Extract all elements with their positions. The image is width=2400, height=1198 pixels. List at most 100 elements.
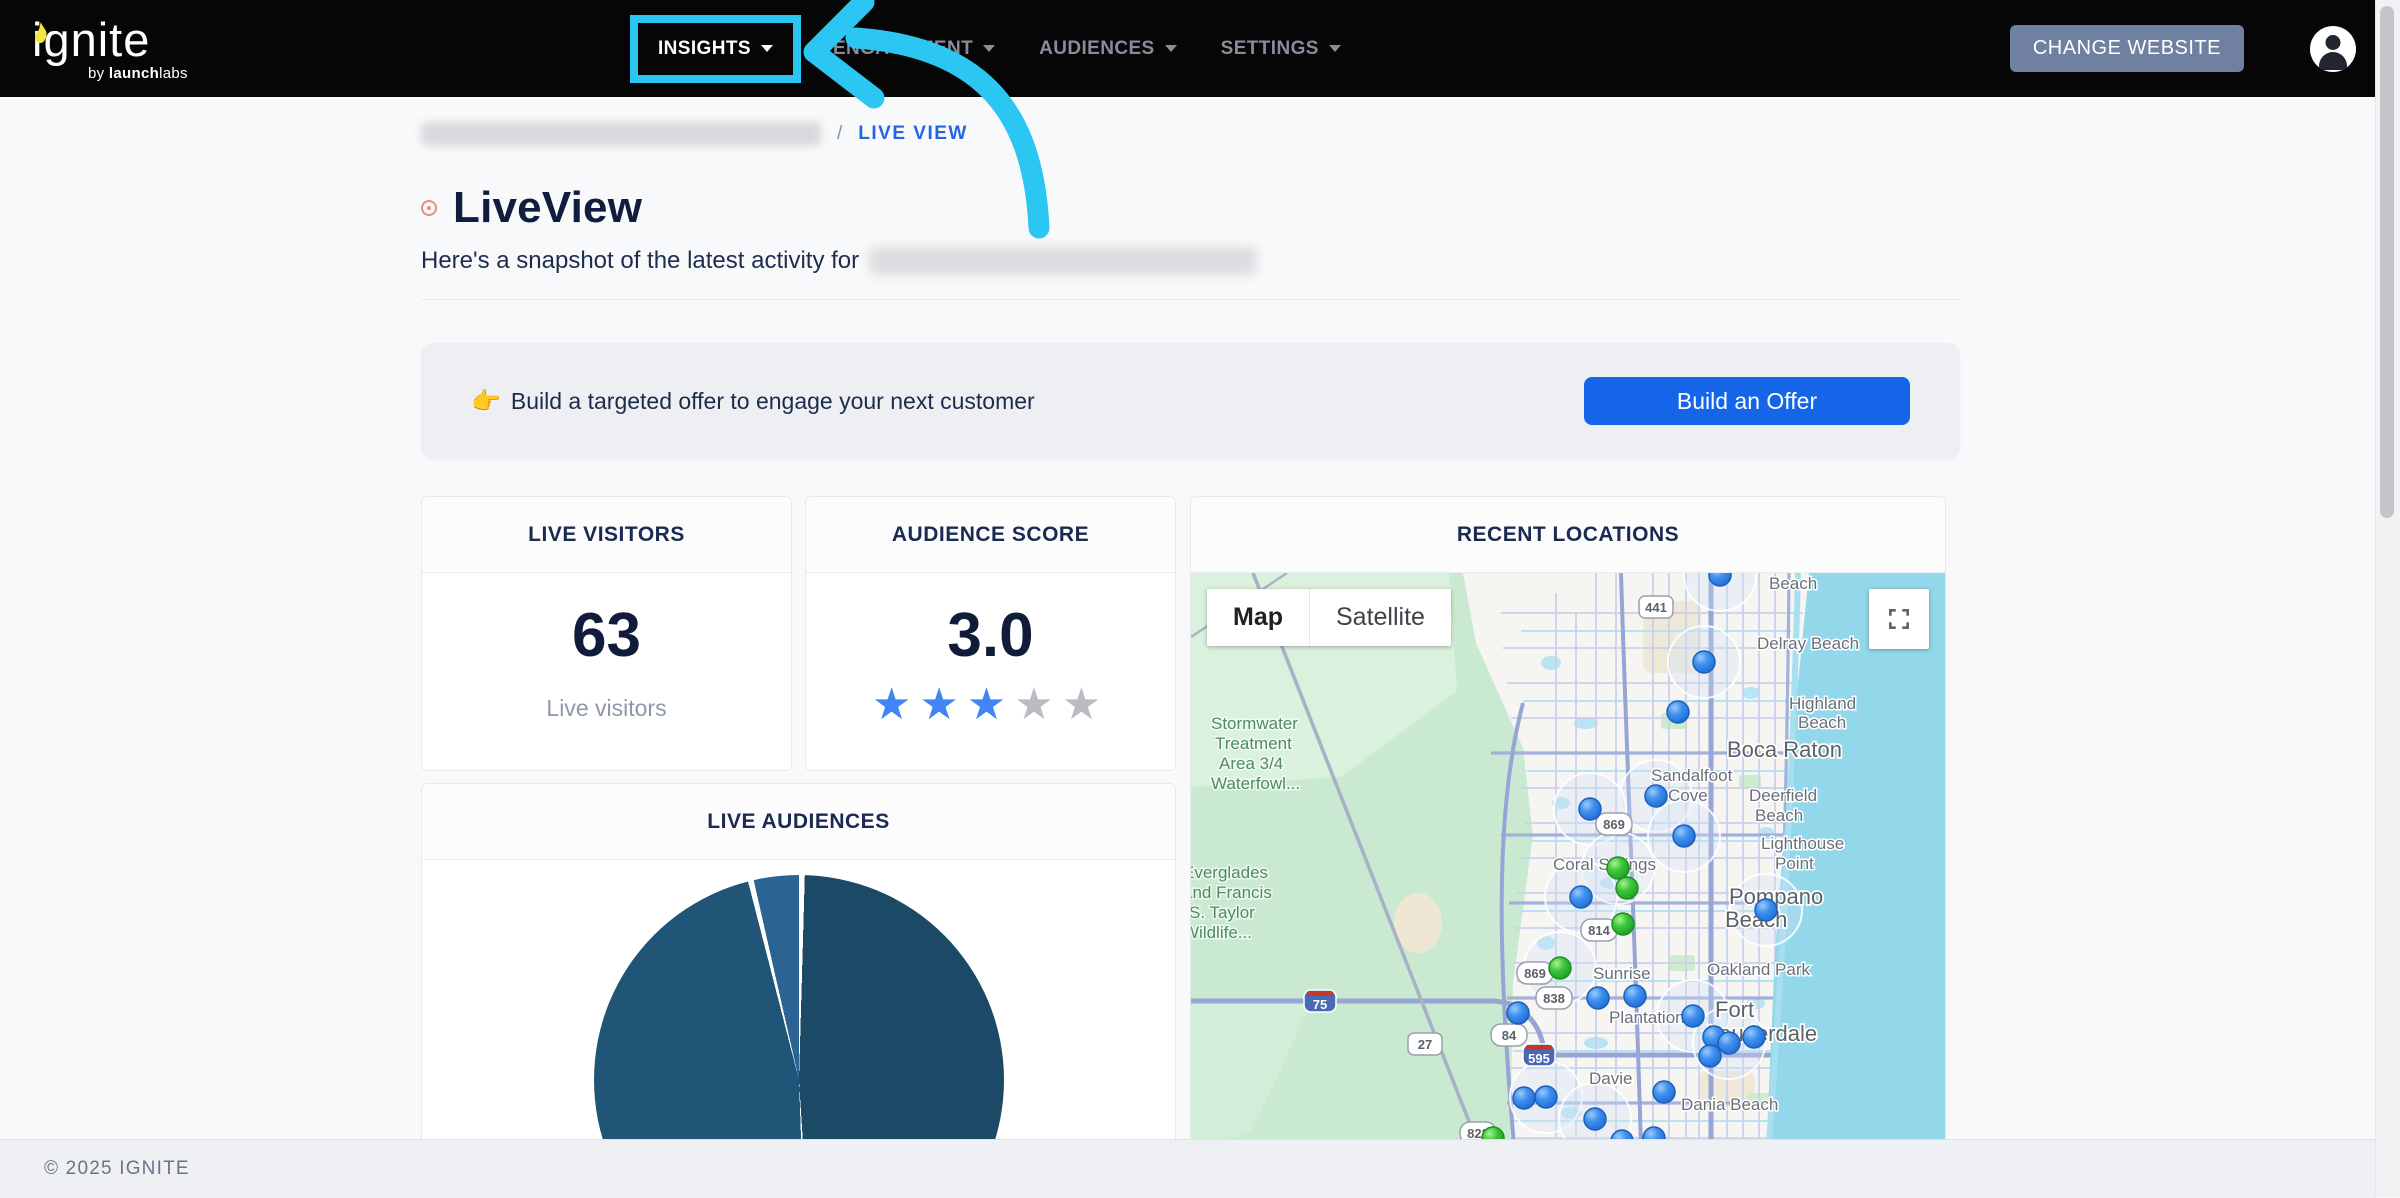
route-shield-441: 441: [1638, 595, 1674, 619]
map-label: Wildlife...: [1191, 923, 1252, 942]
copyright-text: © 2025 IGNITE: [44, 1158, 190, 1179]
route-shield-595: 595: [1522, 1043, 1556, 1067]
nav-item-settings[interactable]: SETTINGS: [1221, 38, 1341, 60]
map-label: Lighthouse: [1761, 834, 1844, 853]
svg-text:75: 75: [1313, 997, 1327, 1012]
change-website-button[interactable]: CHANGE WEBSITE: [2009, 25, 2244, 72]
svg-text:838: 838: [1543, 991, 1565, 1006]
nav-item-label: ENGAGEMENT: [832, 37, 974, 59]
map-label: and Francis: [1191, 883, 1272, 902]
map-marker-blue[interactable]: [1681, 1004, 1705, 1028]
map-label: Point: [1775, 854, 1814, 873]
map-label: Stormwater: [1211, 714, 1298, 733]
chevron-down-icon: [760, 45, 773, 52]
breadcrumb-redacted-item: [421, 122, 821, 146]
live-indicator-icon: [421, 200, 437, 216]
map-marker-blue[interactable]: [1623, 984, 1647, 1008]
map-marker-blue[interactable]: [1717, 1031, 1741, 1055]
map-label: Davie: [1589, 1069, 1632, 1088]
map-marker-blue[interactable]: [1642, 1126, 1666, 1139]
map-marker-blue[interactable]: [1672, 824, 1696, 848]
star-icon: ★: [1014, 680, 1062, 729]
flame-icon: [33, 4, 49, 43]
map-marker-blue[interactable]: [1586, 986, 1610, 1010]
map-marker-green[interactable]: [1548, 956, 1572, 980]
page-title: LiveView: [453, 183, 643, 232]
map-type-control: Map Satellite: [1207, 589, 1451, 646]
map-view-button[interactable]: Map: [1207, 589, 1309, 646]
map-label: Area 3/4: [1219, 754, 1283, 773]
nav-item-label: INSIGHTS: [658, 37, 751, 59]
map-marker-green[interactable]: [1606, 856, 1630, 880]
page-footer: © 2025 IGNITE: [0, 1139, 2376, 1198]
map-marker-blue[interactable]: [1666, 700, 1690, 724]
nav-item-audiences[interactable]: AUDIENCES: [1039, 38, 1177, 60]
svg-text:441: 441: [1645, 600, 1667, 615]
nav-item-label: AUDIENCES: [1039, 37, 1155, 59]
map-marker-green[interactable]: [1481, 1126, 1505, 1139]
map-marker-green[interactable]: [1611, 912, 1635, 936]
map-label: Waterfowl...: [1211, 774, 1300, 793]
live-audiences-pie-chart[interactable]: [593, 875, 1004, 1139]
route-shield-27: 27: [1407, 1032, 1443, 1056]
scrollbar[interactable]: [2375, 0, 2400, 1197]
brand-byline: by launchlabs: [88, 64, 188, 82]
map-label: Deerfield: [1749, 786, 1817, 805]
map-marker-blue[interactable]: [1512, 1086, 1536, 1110]
live-visitors-card: LIVE VISITORS 63 Live visitors: [421, 496, 792, 771]
pointing-hand-emoji: 👉: [471, 387, 501, 415]
map-canvas[interactable]: 441 869 814 869 838 75 84 27 595 822 Beach Delray …: [1191, 573, 1945, 1139]
map-marker-blue[interactable]: [1534, 1085, 1558, 1109]
map-label: Beach: [1798, 713, 1846, 732]
breadcrumb: / LIVE VIEW: [421, 121, 1960, 147]
map-label: Beach: [1769, 574, 1817, 593]
map-marker-blue[interactable]: [1644, 784, 1668, 808]
account-avatar[interactable]: [2310, 25, 2356, 72]
map-label: Dania Beach: [1681, 1095, 1778, 1114]
map-marker-blue[interactable]: [1583, 1107, 1607, 1131]
live-visitors-caption: Live visitors: [546, 695, 667, 721]
map-label: Everglades: [1191, 863, 1268, 882]
map-marker-blue[interactable]: [1610, 1129, 1634, 1139]
svg-text:814: 814: [1588, 923, 1610, 938]
nav-item-insights[interactable]: INSIGHTS: [630, 14, 801, 83]
map-ocean: [1766, 573, 1945, 1139]
breadcrumb-current[interactable]: LIVE VIEW: [858, 123, 968, 144]
map-marker-blue[interactable]: [1742, 1025, 1766, 1049]
build-an-offer-button[interactable]: Build an Offer: [1584, 377, 1910, 425]
brand-name: ignite: [32, 16, 188, 63]
live-audiences-card: LIVE AUDIENCES: [421, 783, 1176, 1139]
recent-locations-card: RECENT LOCATIONS: [1190, 496, 1946, 1139]
nav-item-engagement[interactable]: ENGAGEMENT: [832, 37, 996, 60]
audience-score-card-title: AUDIENCE SCORE: [806, 497, 1175, 573]
map-marker-blue[interactable]: [1652, 1080, 1676, 1104]
svg-text:869: 869: [1603, 817, 1625, 832]
map-marker-blue[interactable]: [1754, 898, 1778, 922]
star-rating: ★★★★★: [806, 683, 1175, 727]
map-marker-green[interactable]: [1615, 876, 1639, 900]
recent-locations-card-title: RECENT LOCATIONS: [1191, 497, 1945, 573]
route-shield-838: 838: [1535, 986, 1573, 1010]
map-marker-blue[interactable]: [1569, 885, 1593, 909]
nav-right-section: CHANGE WEBSITE: [2009, 0, 2356, 97]
subtitle-redacted-text: [869, 247, 1258, 275]
map-marker-blue[interactable]: [1506, 1001, 1530, 1025]
map-marker-blue[interactable]: [1692, 650, 1716, 674]
star-icon: ★: [966, 680, 1015, 729]
satellite-view-button[interactable]: Satellite: [1309, 589, 1451, 646]
fullscreen-button[interactable]: [1869, 589, 1929, 649]
brand-logo[interactable]: ignite by launchlabs: [32, 16, 188, 82]
svg-text:869: 869: [1524, 966, 1546, 981]
star-icon: ★: [871, 680, 920, 729]
route-shield-869: 869: [1516, 961, 1554, 985]
map-marker-blue[interactable]: [1578, 797, 1602, 821]
scrollbar-thumb[interactable]: [2380, 6, 2394, 518]
route-shield-75: 75: [1303, 989, 1337, 1013]
map-marker-blue[interactable]: [1698, 1044, 1722, 1068]
route-shield-869: 869: [1595, 812, 1633, 836]
map-marker-blue[interactable]: [1708, 573, 1732, 587]
route-shield-84: 84: [1490, 1023, 1528, 1047]
